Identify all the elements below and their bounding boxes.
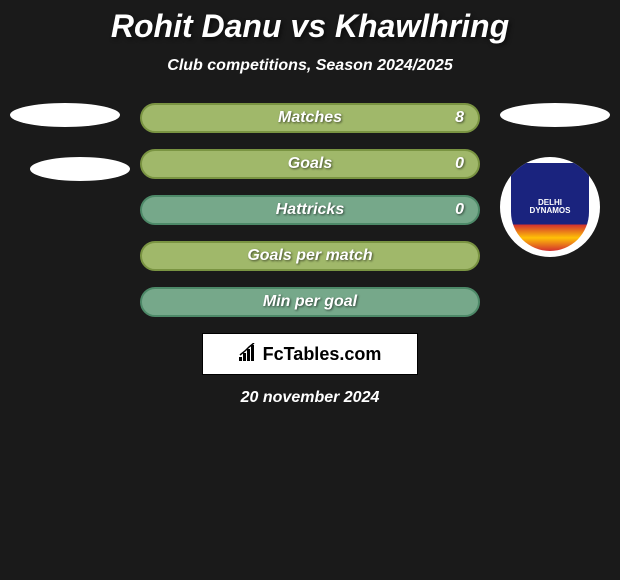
ellipse-placeholder [500, 103, 610, 127]
stat-label: Goals [288, 155, 332, 173]
stat-value-right: 0 [455, 201, 464, 219]
club-logo-shield: DELHI DYNAMOS [511, 163, 589, 251]
stat-value-right: 8 [455, 109, 464, 127]
brand-box: FcTables.com [202, 333, 418, 375]
subtitle: Club competitions, Season 2024/2025 [0, 57, 620, 75]
comparison-widget: Rohit Danu vs Khawlhring Club competitio… [0, 0, 620, 415]
player-left-badges [10, 103, 130, 211]
player-right-badges: DELHI DYNAMOS [500, 103, 610, 257]
stat-value-right: 0 [455, 155, 464, 173]
stat-label: Goals per match [247, 247, 372, 265]
stat-row-mpg: Min per goal [140, 287, 480, 317]
brand-label: FcTables.com [263, 344, 382, 365]
stats-area: DELHI DYNAMOS Matches 8 Goals 0 Hattrick… [0, 103, 620, 407]
stat-label: Min per goal [263, 293, 357, 311]
ellipse-placeholder [10, 103, 120, 127]
brand-text: FcTables.com [239, 343, 382, 366]
club-logo: DELHI DYNAMOS [500, 157, 600, 257]
stat-row-goals: Goals 0 [140, 149, 480, 179]
stat-row-hattricks: Hattricks 0 [140, 195, 480, 225]
date-text: 20 november 2024 [0, 389, 620, 407]
club-logo-text-2: DYNAMOS [530, 207, 571, 215]
ellipse-placeholder [30, 157, 130, 181]
stat-label: Hattricks [276, 201, 344, 219]
stat-rows: Matches 8 Goals 0 Hattricks 0 Goals per … [140, 103, 480, 317]
page-title: Rohit Danu vs Khawlhring [0, 8, 620, 45]
chart-icon [239, 343, 259, 366]
stat-label: Matches [278, 109, 342, 127]
stat-row-matches: Matches 8 [140, 103, 480, 133]
stat-row-gpm: Goals per match [140, 241, 480, 271]
